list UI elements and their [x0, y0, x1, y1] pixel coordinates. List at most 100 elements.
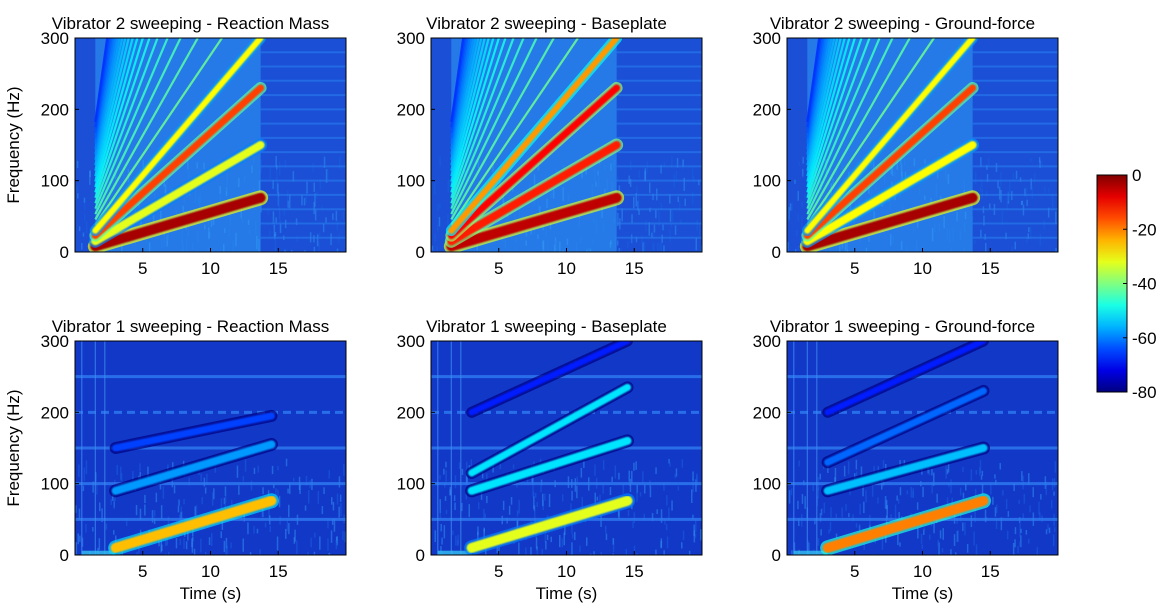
colorbar-tick-label: 0 [1132, 166, 1141, 185]
harmonic-trace [450, 38, 495, 188]
harmonic-trace [94, 38, 134, 182]
x-tick-label: 5 [850, 562, 859, 581]
y-tick-label: 100 [397, 475, 425, 494]
harmonic-trace [94, 38, 130, 177]
harmonic-band [468, 383, 631, 477]
spectrogram-panel: Vibrator 2 sweeping - Baseplate 0 100 200 30… [397, 14, 703, 278]
harmonic-trace [94, 38, 109, 123]
harmonic-trace [806, 38, 839, 171]
spectrogram-panel: Vibrator 1 sweeping - Baseplate 0 100 200 30… [397, 317, 703, 603]
harmonic-trace [806, 38, 911, 221]
harmonic-trace [450, 38, 477, 161]
x-axis-label: Time (s) [180, 584, 242, 603]
harmonic-trace [94, 38, 169, 210]
y-tick-label: 100 [753, 475, 781, 494]
x-tick-label: 15 [625, 562, 644, 581]
harmonic-band [91, 84, 265, 240]
harmonic-band [822, 495, 989, 553]
x-tick-label: 10 [201, 259, 220, 278]
harmonic-trace [806, 38, 851, 188]
colorbar-tick-label: -60 [1132, 329, 1157, 348]
harmonic-trace [450, 38, 525, 210]
harmonic-trace [450, 38, 465, 123]
spectrogram-panel: Vibrator 2 sweeping - Reaction Mass 0 100 2… [4, 14, 347, 278]
harmonic-trace [806, 38, 821, 123]
colorbar: 0 -20 -40 -60 -80 [1096, 166, 1157, 402]
x-tick-label: 5 [850, 259, 859, 278]
colorbar-gradient [1096, 174, 1128, 393]
harmonic-band [824, 341, 987, 416]
harmonic-trace [94, 38, 144, 193]
harmonic-trace [450, 38, 507, 199]
harmonic-trace [806, 38, 881, 210]
x-tick-label: 10 [201, 562, 220, 581]
y-tick-label: 0 [416, 546, 425, 565]
harmonic-trace [94, 38, 124, 166]
x-tick-label: 15 [269, 562, 288, 581]
panel-title: Vibrator 1 sweeping - Baseplate [426, 317, 667, 336]
harmonic-band [804, 38, 976, 234]
harmonic-band [824, 387, 987, 466]
harmonic-trace [94, 38, 121, 161]
y-tick-label: 300 [753, 332, 781, 351]
y-tick-label: 300 [397, 29, 425, 48]
harmonic-trace [450, 38, 500, 193]
y-tick-label: 0 [416, 243, 425, 262]
harmonic-trace [806, 38, 894, 215]
y-tick-label: 0 [60, 243, 69, 262]
colorbar-tick-label: -20 [1132, 220, 1157, 239]
x-tick-label: 5 [494, 259, 503, 278]
harmonic-band [446, 192, 622, 252]
panel-title: Vibrator 2 sweeping - Baseplate [426, 14, 667, 33]
panel-title: Vibrator 2 sweeping - Reaction Mass [52, 14, 330, 33]
y-tick-label: 200 [41, 403, 69, 422]
harmonic-trace [450, 38, 579, 226]
y-tick-label: 300 [397, 332, 425, 351]
harmonic-trace [806, 38, 935, 226]
x-tick-label: 10 [913, 259, 932, 278]
harmonic-band [447, 141, 621, 246]
y-tick-label: 200 [397, 100, 425, 119]
x-tick-label: 5 [494, 562, 503, 581]
harmonic-trace [450, 38, 555, 221]
x-tick-label: 15 [625, 259, 644, 278]
harmonic-band [447, 84, 621, 240]
harmonic-trace [806, 38, 836, 166]
harmonic-trace [450, 38, 490, 182]
harmonic-trace [94, 38, 199, 221]
harmonic-trace [94, 38, 139, 188]
harmonic-trace [94, 38, 223, 226]
harmonic-band [90, 192, 266, 252]
y-tick-label: 0 [772, 546, 781, 565]
y-tick-label: 300 [41, 29, 69, 48]
x-axis-label: Time (s) [536, 584, 598, 603]
y-tick-label: 300 [753, 29, 781, 48]
y-tick-label: 100 [41, 172, 69, 191]
harmonic-trace [94, 38, 159, 204]
harmonic-trace [806, 38, 846, 182]
harmonic-band [111, 440, 276, 495]
harmonic-trace [450, 38, 480, 166]
harmonic-trace [450, 38, 538, 215]
harmonic-trace [94, 38, 119, 155]
y-tick-label: 100 [41, 475, 69, 494]
y-tick-label: 300 [41, 332, 69, 351]
harmonic-trace [94, 38, 127, 171]
harmonic-trace [806, 38, 833, 161]
harmonic-trace [806, 38, 831, 155]
colorbar-tick-label: -40 [1132, 275, 1157, 294]
harmonic-band [803, 141, 977, 246]
x-tick-label: 5 [138, 562, 147, 581]
y-tick-label: 200 [753, 100, 781, 119]
harmonic-trace [94, 38, 151, 199]
harmonic-trace [450, 38, 475, 155]
panel-title: Vibrator 1 sweeping - Ground-force [770, 317, 1035, 336]
harmonic-band [92, 38, 264, 234]
spectrogram-panel: Vibrator 1 sweeping - Ground-force 0 100 20… [753, 317, 1059, 603]
harmonic-trace [806, 38, 871, 204]
x-tick-label: 15 [981, 562, 1000, 581]
y-tick-label: 0 [772, 243, 781, 262]
x-axis-label: Time (s) [892, 584, 954, 603]
harmonic-band [802, 192, 978, 252]
